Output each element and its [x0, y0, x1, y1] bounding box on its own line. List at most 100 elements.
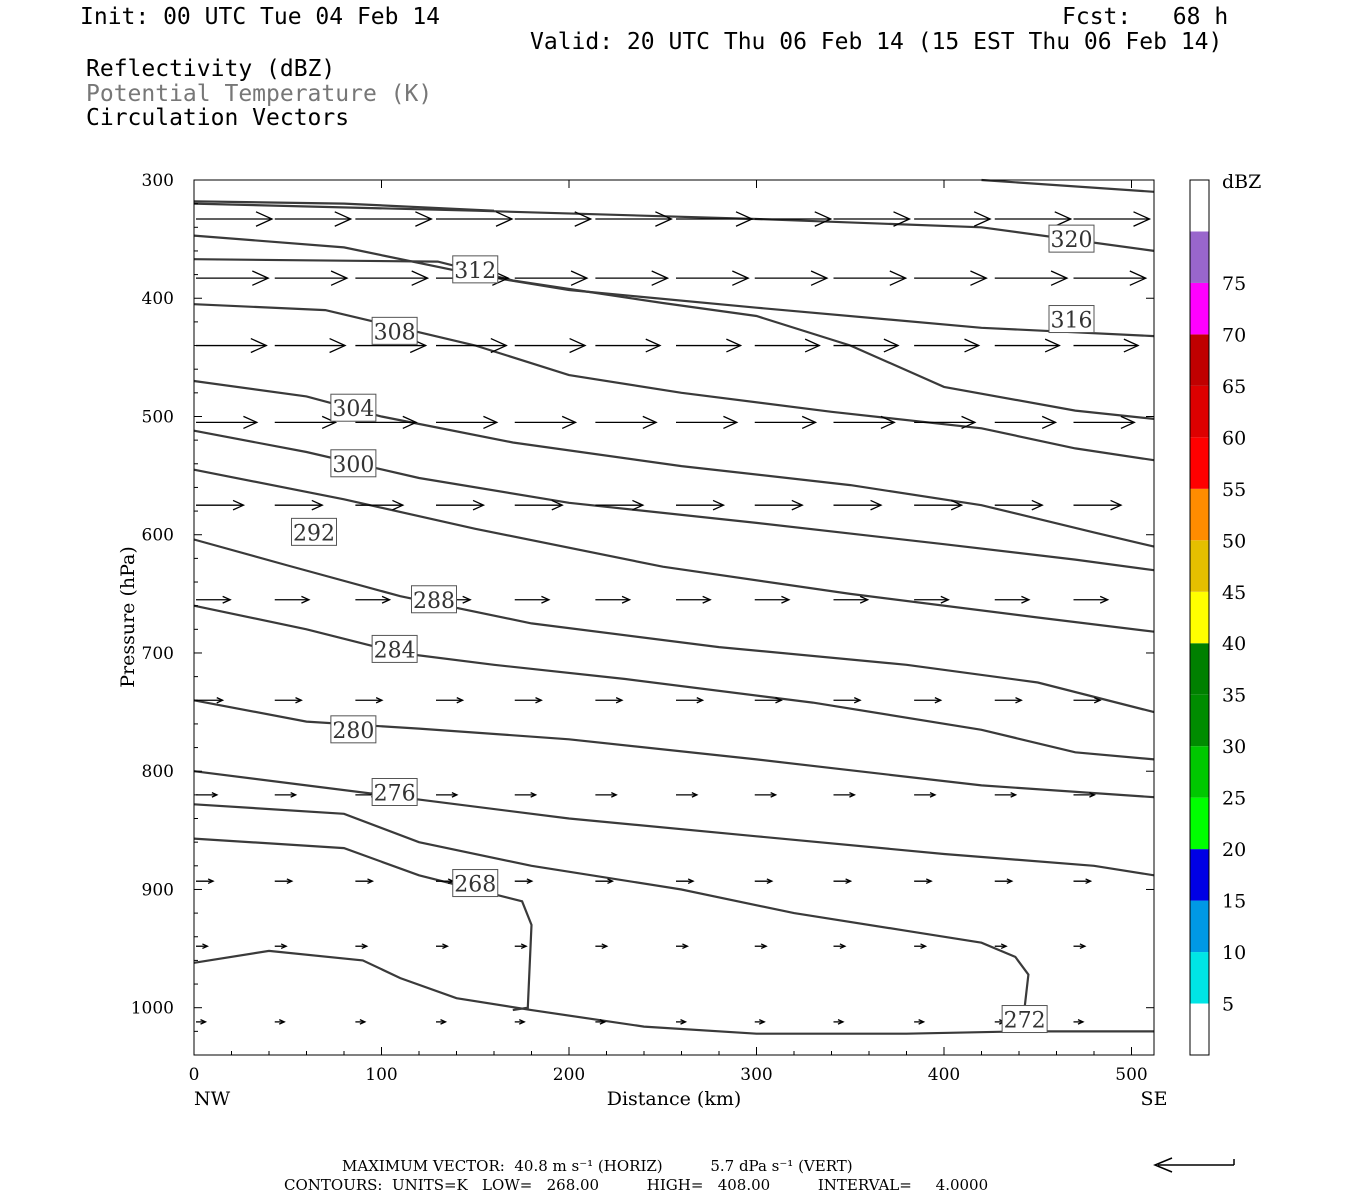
x-end-label-nw: NW: [194, 1088, 231, 1110]
contour-label-box: [1048, 305, 1095, 334]
circulation-vector-head: [535, 697, 543, 704]
circulation-vector-head: [570, 270, 589, 286]
circulation-vector-head: [1044, 338, 1061, 353]
circulation-vector-head: [202, 943, 209, 950]
circulation-vector-head: [295, 697, 303, 704]
colorbar-swatch: [1190, 180, 1209, 232]
circulation-vector-head: [1021, 595, 1031, 604]
x-tick-label: 400: [928, 1065, 960, 1085]
circulation-vector-head: [1089, 792, 1096, 798]
circulation-vector-head: [849, 792, 856, 798]
x-axis-label: Distance (km): [607, 1088, 742, 1110]
circulation-vector-head: [883, 338, 900, 353]
circulation-vector-head: [791, 499, 804, 511]
forecast-hour: Fcst: 68 h: [1062, 4, 1229, 30]
contour-label: 276: [374, 782, 416, 807]
circulation-vector-head: [1123, 338, 1140, 353]
contour-label-box: [1048, 224, 1095, 253]
circulation-vector-head: [758, 1019, 766, 1025]
contour-label: 320: [1051, 228, 1093, 253]
theta-contour: [193, 803, 1030, 1008]
y-tick-label: 500: [142, 407, 174, 427]
circulation-vector-head: [1133, 211, 1152, 227]
x-tick-label: 300: [740, 1065, 772, 1085]
circulation-vector-head: [845, 878, 853, 885]
colorbar-swatch: [1190, 643, 1209, 695]
colorbar-swatch: [1190, 540, 1209, 592]
circulation-vector-head: [216, 697, 225, 704]
colorbar-swatch: [1190, 746, 1209, 798]
circulation-vector-head: [1054, 211, 1073, 227]
contour-label: 308: [374, 320, 416, 345]
field-reflectivity: Reflectivity (dBZ): [86, 56, 336, 82]
circulation-vector-head: [290, 792, 298, 798]
circulation-vector-head: [1010, 792, 1018, 798]
colorbar-label: 50: [1222, 530, 1246, 552]
circulation-vector-head: [925, 878, 933, 885]
circulation-vector-head: [601, 943, 609, 950]
circulation-vector-head: [893, 211, 912, 227]
circulation-vector-head: [726, 338, 743, 353]
contour-label-box: [330, 449, 377, 478]
circulation-vector-head: [920, 943, 928, 950]
circulation-vector-head: [495, 211, 514, 227]
contour-labels: 320 316 312 308 304 300 292 288 284 280 276 268 272: [291, 224, 1095, 1034]
y-tick-label: 1000: [131, 999, 174, 1019]
colorbar-swatch: [1190, 437, 1209, 489]
theta-contour: [193, 202, 1155, 252]
circulation-vector-head: [1050, 270, 1069, 286]
colorbar-swatch: [1190, 591, 1209, 644]
colorbar-label: 15: [1222, 891, 1246, 913]
theta-contour: [193, 949, 1154, 1035]
circulation-vector-head: [1099, 595, 1110, 604]
circulation-vector-head: [402, 415, 418, 430]
circulation-vector-head: [381, 595, 392, 604]
colorbar-label: 55: [1222, 479, 1246, 501]
contour-label: 288: [413, 589, 455, 614]
colorbar-swatch: [1190, 334, 1209, 386]
circulation-vector-head: [607, 878, 615, 885]
colorbar: 5 10 15 20 25 30 35 40 45 50 55 60 65 70 75 dBZ: [1189, 171, 1261, 1056]
circulation-vector-head: [551, 499, 564, 511]
circulation-vector-head: [964, 338, 981, 353]
contour-label-box: [452, 255, 499, 284]
contour-label: 268: [454, 873, 496, 898]
circulation-vector-head: [574, 211, 593, 227]
colorbar-label: 75: [1222, 273, 1246, 295]
circulation-vector-head: [359, 1019, 367, 1025]
circulation-vector-head: [632, 499, 645, 511]
circulation-vector-head: [442, 943, 449, 950]
colorbar-swatch: [1190, 849, 1209, 901]
circulation-vector-head: [255, 211, 274, 227]
circulation-vector-head: [929, 792, 937, 798]
circulation-vector-head: [490, 337, 508, 354]
circulation-vector-head: [286, 878, 294, 885]
circulation-vector-head: [1015, 697, 1023, 704]
colorbar-label: 10: [1222, 942, 1246, 964]
circulation-vector-head: [411, 270, 430, 286]
colorbar-swatch: [1190, 488, 1209, 541]
circulation-vector-head: [961, 415, 977, 430]
contour-label-box: [330, 393, 377, 422]
circulation-vector-head: [870, 499, 883, 511]
circulation-vector-head: [330, 270, 349, 286]
theta-contour: [193, 837, 533, 1012]
circulation-vector-head: [1085, 878, 1093, 885]
colorbar-swatch: [1190, 1003, 1209, 1055]
max-vector-info: MAXIMUM VECTOR: 40.8 m s⁻¹ (HORIZ) 5.7 d…: [342, 1157, 853, 1175]
contour-label-box: [452, 869, 499, 898]
circulation-vector-head: [766, 878, 774, 885]
circulation-vector-head: [472, 499, 486, 511]
x-tick-label: 100: [365, 1065, 397, 1085]
circulation-vector-head: [615, 697, 624, 704]
axes: 0 100 200 300 400 500 300 400 500 600 700 800 900 100…: [131, 171, 1154, 1085]
circulation-vector-head: [530, 792, 538, 798]
colorbar-label: 30: [1222, 736, 1246, 758]
circulation-vector-head: [801, 415, 818, 430]
contour-label: 272: [1004, 1009, 1046, 1034]
circulation-vector-head: [200, 1019, 208, 1025]
circulation-vector-head: [837, 1019, 845, 1025]
circulation-vector-head: [375, 697, 384, 704]
colorbar-swatch: [1190, 900, 1209, 953]
field-circulation-vectors: Circulation Vectors: [86, 105, 350, 131]
